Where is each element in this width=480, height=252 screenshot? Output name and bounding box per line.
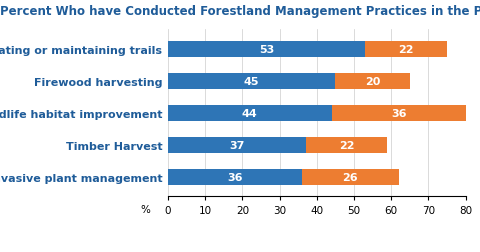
Text: Percent Who have Conducted Forestland Management Practices in the Past 10 Years: Percent Who have Conducted Forestland Ma… [0, 5, 480, 18]
Text: 53: 53 [259, 44, 274, 54]
Text: 36: 36 [391, 108, 407, 118]
Text: %: % [141, 205, 151, 214]
Bar [336, 73, 410, 89]
Text: 22: 22 [398, 44, 414, 54]
Bar [302, 169, 398, 185]
Bar [306, 137, 387, 153]
Bar [168, 137, 306, 153]
Bar [168, 73, 336, 89]
Text: 44: 44 [242, 108, 258, 118]
Text: 20: 20 [365, 76, 380, 86]
Bar [168, 169, 302, 185]
Bar [168, 105, 332, 121]
Text: 45: 45 [244, 76, 260, 86]
Text: 22: 22 [339, 140, 354, 150]
Text: 36: 36 [227, 172, 243, 182]
Text: 26: 26 [342, 172, 358, 182]
Bar [168, 41, 365, 57]
Bar [365, 41, 447, 57]
Text: 37: 37 [229, 140, 244, 150]
Bar [332, 105, 466, 121]
